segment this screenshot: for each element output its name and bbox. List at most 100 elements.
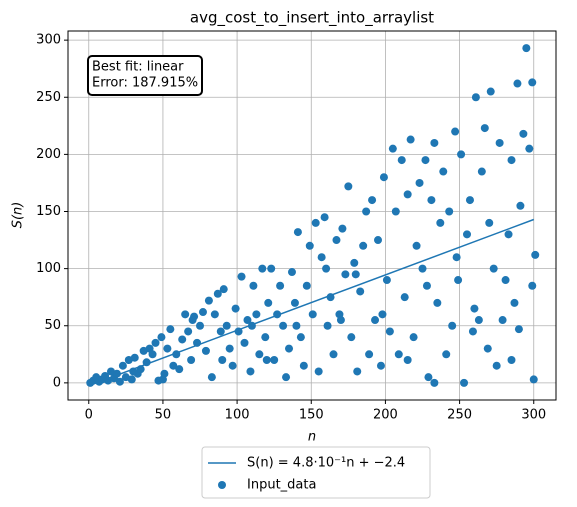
data-point	[169, 361, 178, 370]
data-point	[290, 298, 299, 307]
data-point	[430, 378, 439, 387]
data-point	[483, 344, 492, 353]
data-point	[261, 333, 270, 342]
x-tick-label: 150	[299, 408, 324, 423]
data-point	[474, 316, 483, 325]
legend-label: Input_data	[247, 478, 316, 493]
data-point	[329, 350, 338, 359]
data-point	[213, 289, 222, 298]
y-tick-label: 250	[36, 90, 61, 105]
chart-title: avg_cost_to_insert_into_arraylist	[190, 9, 434, 28]
data-point	[519, 129, 528, 138]
data-point	[287, 268, 296, 277]
data-point	[516, 201, 525, 210]
data-point	[252, 310, 261, 319]
data-point	[468, 327, 477, 336]
data-point	[365, 350, 374, 359]
data-point	[489, 264, 498, 273]
data-point	[198, 308, 207, 317]
data-point	[178, 335, 187, 344]
data-point	[356, 287, 365, 296]
data-point	[225, 344, 234, 353]
data-point	[201, 346, 210, 355]
data-point	[166, 325, 175, 334]
data-point	[246, 367, 255, 376]
data-point	[513, 79, 522, 88]
data-point	[207, 373, 216, 382]
data-point	[394, 350, 403, 359]
x-tick-label: 200	[373, 408, 398, 423]
data-point	[421, 156, 430, 165]
y-tick-label: 150	[36, 204, 61, 219]
data-point	[322, 264, 331, 273]
data-point	[439, 167, 448, 176]
data-point	[255, 350, 264, 359]
data-point	[130, 353, 139, 362]
data-point	[314, 367, 323, 376]
data-point	[172, 350, 181, 359]
data-point	[231, 304, 240, 313]
data-point	[112, 369, 121, 378]
data-point	[129, 367, 138, 376]
data-point	[184, 327, 193, 336]
data-point	[528, 281, 537, 290]
x-tick-label: 50	[155, 408, 172, 423]
data-point	[412, 241, 421, 250]
data-point	[457, 150, 466, 159]
data-point	[311, 218, 320, 227]
y-tick-label: 50	[44, 318, 61, 333]
data-point	[118, 361, 127, 370]
data-point	[299, 361, 308, 370]
data-point	[344, 182, 353, 191]
data-point	[151, 338, 160, 347]
data-point	[243, 316, 252, 325]
data-point	[430, 138, 439, 147]
data-point	[504, 230, 513, 239]
data-point	[237, 272, 246, 281]
data-point	[463, 230, 472, 239]
data-point	[391, 207, 400, 216]
data-point	[175, 365, 184, 374]
y-tick-label: 0	[53, 375, 61, 390]
data-point	[531, 250, 540, 259]
data-point	[427, 196, 436, 205]
data-point	[204, 296, 213, 305]
data-point	[480, 124, 489, 133]
data-point	[258, 264, 267, 273]
data-point	[279, 321, 288, 330]
data-point	[510, 298, 519, 307]
data-point	[529, 375, 538, 384]
data-point	[292, 321, 301, 330]
data-point	[187, 356, 196, 365]
data-point	[507, 156, 516, 165]
data-point	[350, 258, 359, 267]
y-tick-label: 300	[36, 33, 61, 48]
data-point	[403, 190, 412, 199]
data-point	[285, 344, 294, 353]
data-point	[471, 93, 480, 102]
data-point	[338, 224, 347, 233]
data-point	[308, 310, 317, 319]
data-point	[415, 178, 424, 187]
data-point	[270, 356, 279, 365]
data-point	[501, 276, 510, 285]
data-point	[341, 270, 350, 279]
data-point	[498, 316, 507, 325]
data-point	[332, 236, 341, 245]
data-point	[448, 321, 457, 330]
data-point	[452, 253, 461, 262]
data-point	[323, 321, 332, 330]
data-point	[495, 138, 504, 147]
data-point	[525, 144, 534, 153]
data-point	[296, 333, 305, 342]
data-point	[451, 127, 460, 136]
data-point	[347, 333, 356, 342]
data-point	[136, 365, 145, 374]
data-point	[317, 253, 326, 262]
data-point	[442, 350, 451, 359]
data-point	[424, 373, 433, 382]
data-point	[234, 327, 243, 336]
data-point	[485, 218, 494, 227]
data-point	[465, 196, 474, 205]
